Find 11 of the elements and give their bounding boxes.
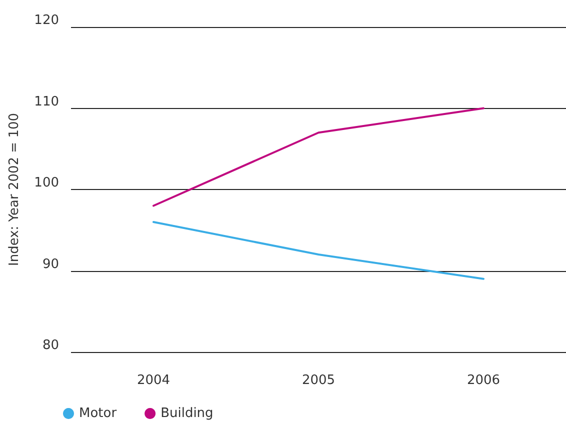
legend-label: Building xyxy=(160,406,214,421)
legend-label: Motor xyxy=(79,406,118,421)
y-tick-label: 100 xyxy=(34,176,59,190)
y-tick-label: 120 xyxy=(34,13,59,28)
y-axis-title: Index: Year 2002 = 100 xyxy=(7,112,22,266)
y-tick-label: 90 xyxy=(42,256,59,272)
y-tick-label: 110 xyxy=(34,94,59,110)
x-tick-label: 2005 xyxy=(302,373,336,388)
y-tick-label: 80 xyxy=(42,338,59,353)
x-tick-label: 2004 xyxy=(136,373,170,388)
x-tick-label: 2006 xyxy=(466,373,500,388)
